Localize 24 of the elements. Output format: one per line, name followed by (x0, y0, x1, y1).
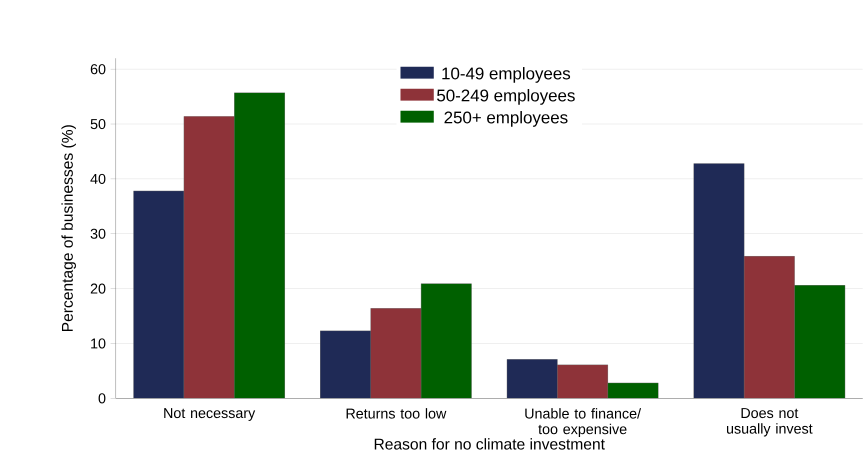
x-tick-label: Does not usually invest (726, 408, 813, 437)
bar (184, 116, 235, 398)
x-tick-label: Returns too low (346, 408, 446, 419)
y-tick-label: 40 (90, 174, 106, 184)
y-tick-label: 20 (90, 284, 106, 294)
y-tick-label: 60 (90, 64, 106, 74)
bar (608, 382, 658, 398)
y-axis-title: Percentage of businesses (%) (61, 125, 76, 332)
bar (744, 256, 795, 398)
x-tick-label: Unable to finance/ too expensive (525, 408, 642, 438)
x-axis-title: Reason for no climate investment (374, 438, 605, 450)
y-tick-label: 50 (90, 118, 106, 130)
bar (370, 308, 422, 398)
bar (557, 364, 608, 398)
y-tick-label: 10 (91, 338, 106, 349)
bar (420, 283, 472, 398)
legend-label: 250+ employees (444, 111, 568, 127)
legend-label: 50-249 employees (437, 89, 575, 105)
y-tick-label: 30 (90, 228, 106, 239)
legend-label: 10-49 employees (442, 67, 570, 83)
bar (794, 285, 846, 398)
x-tick-label: Not necessary (164, 408, 256, 421)
y-tick-label: 0 (98, 393, 106, 404)
bar (234, 92, 285, 398)
